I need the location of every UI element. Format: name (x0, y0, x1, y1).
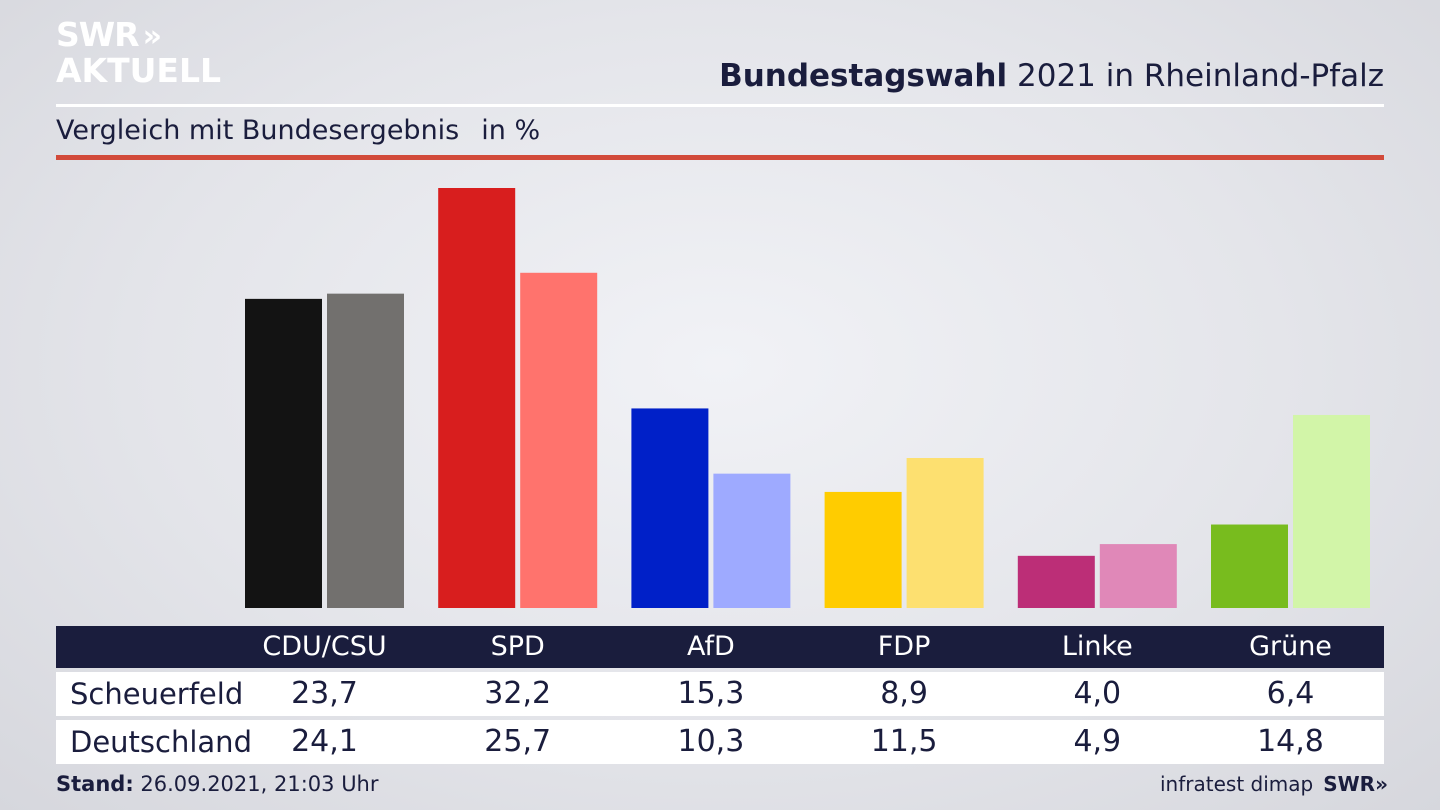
bar-grüne-scheuerfeld (1211, 524, 1288, 608)
bar-spd-deutschland (520, 272, 598, 608)
category-label: Grüne (1249, 631, 1332, 662)
subtitle-text: Vergleich mit Bundesergebnis (56, 115, 460, 146)
value-cell: 25,7 (484, 724, 552, 759)
results-table: CDU/CSU SPD AfD FDP Linke Grüne Scheuerfeld 2… (56, 626, 1384, 764)
row-label-scheuerfeld: Scheuerfeld (70, 677, 244, 711)
title-bold: Bundestagswahl (719, 58, 1008, 94)
chart-subtitle: Vergleich mit Bundesergebnis in % (56, 115, 540, 146)
category-label: Linke (1061, 631, 1133, 662)
row-label-deutschland: Deutschland (70, 725, 252, 759)
value-cell: 15,3 (677, 676, 745, 711)
brand-text: SWR (1323, 772, 1376, 796)
value-cell: 32,2 (484, 676, 552, 711)
stand-value: 26.09.2021, 21:03 Uhr (140, 772, 379, 796)
bar-linke-deutschland (1099, 544, 1177, 608)
source-text: infratest dimap (1160, 772, 1314, 796)
source-credit: infratest dimap SWR» (1160, 772, 1388, 796)
unit-label: in % (481, 115, 541, 146)
table-row-deutschland: Deutschland 24,1 25,7 10,3 11,5 4,9 14,8 (56, 720, 1384, 764)
category-label: SPD (490, 631, 545, 662)
value-cell: 4,0 (1073, 676, 1122, 711)
title-rest: 2021 in Rheinland-Pfalz (1017, 58, 1384, 94)
category-label: AfD (686, 631, 735, 662)
swr-brand-logo: SWR» (1323, 772, 1388, 796)
value-cell: 11,5 (870, 724, 938, 759)
brand-arrows-icon: » (1375, 772, 1388, 796)
bar-grüne-deutschland (1293, 414, 1370, 608)
bar-spd-scheuerfeld (438, 188, 516, 608)
title-divider (56, 104, 1384, 107)
bar-afd-scheuerfeld (631, 408, 709, 608)
table-row-scheuerfeld: Scheuerfeld 23,7 32,2 15,3 8,9 4,0 6,4 (56, 672, 1384, 716)
bar-fdp-scheuerfeld (824, 491, 902, 608)
bar-fdp-deutschland (906, 458, 984, 608)
value-cell: 8,9 (880, 676, 928, 711)
bar-linke-scheuerfeld (1017, 555, 1095, 608)
value-cell: 14,8 (1257, 724, 1324, 759)
value-cell: 6,4 (1266, 676, 1315, 711)
value-cell: 24,1 (291, 724, 358, 759)
value-cell: 23,7 (291, 676, 358, 711)
table-header-row: CDU/CSU SPD AfD FDP Linke Grüne (56, 626, 1384, 668)
bar-cdu-csu-deutschland (327, 293, 404, 608)
category-label: FDP (877, 631, 931, 662)
value-cell: 4,9 (1073, 724, 1122, 759)
logo-aktuell-text: AKTUELL (56, 51, 222, 90)
bar-afd-deutschland (713, 473, 791, 608)
logo-swr-text: SWR (56, 15, 140, 54)
swr-aktuell-logo: SWR» AKTUELL (56, 18, 221, 87)
subtitle-divider (56, 155, 1384, 160)
page-title: Bundestagswahl 2021 in Rheinland-Pfalz (719, 58, 1384, 94)
bar-cdu-csu-scheuerfeld (245, 298, 322, 608)
category-label: CDU/CSU (262, 631, 387, 662)
value-cell: 10,3 (677, 724, 745, 759)
bar-chart (245, 188, 1370, 608)
stand-label: Stand: (56, 772, 134, 796)
timestamp: Stand: 26.09.2021, 21:03 Uhr (56, 772, 379, 796)
